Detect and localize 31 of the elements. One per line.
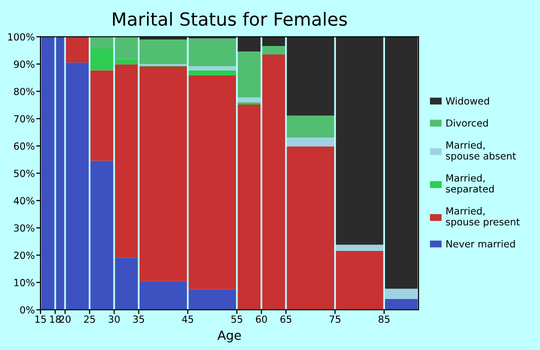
x-tick-label: 15 [35, 316, 46, 323]
y-tick-label: 80% [14, 88, 34, 96]
x-tick-label: 55 [231, 316, 242, 323]
y-tick-label: 10% [14, 278, 34, 286]
legend-label: Divorced [446, 119, 488, 127]
y-tick-label: 100% [8, 33, 34, 41]
x-tick-label: 60 [256, 315, 267, 323]
y-tick-label: 20% [14, 252, 34, 259]
y-tick-label: 50% [14, 170, 34, 178]
y-tick-label: 40% [14, 197, 34, 204]
y-tick-label: 30% [14, 224, 34, 232]
y-tick-label: 0% [20, 306, 34, 314]
legend-label: Married, spouse absent [446, 141, 516, 162]
x-axis-title: Age [218, 330, 241, 342]
chart-title: Marital Status for Females [113, 12, 347, 26]
y-tick-label: 60% [14, 142, 34, 150]
y-tick-label: 70% [14, 115, 34, 122]
x-tick-label: 65 [280, 315, 292, 323]
x-tick-label: 85 [378, 315, 390, 323]
y-tick-label: 90% [14, 60, 34, 68]
x-tick-label: 75 [330, 316, 340, 323]
legend-label: Married, spouse present [446, 207, 520, 228]
x-tick-label: 35 [133, 315, 144, 323]
x-tick-label: 18 [50, 315, 61, 323]
legend-label: Married, separated [446, 174, 494, 194]
x-tick-label: 20 [60, 315, 71, 323]
x-tick-label: 25 [84, 315, 95, 323]
legend-label: Widowed [446, 97, 489, 105]
x-tick-label: 45 [182, 316, 194, 323]
legend-label: Never married [446, 240, 515, 248]
x-tick-label: 30 [108, 315, 120, 323]
